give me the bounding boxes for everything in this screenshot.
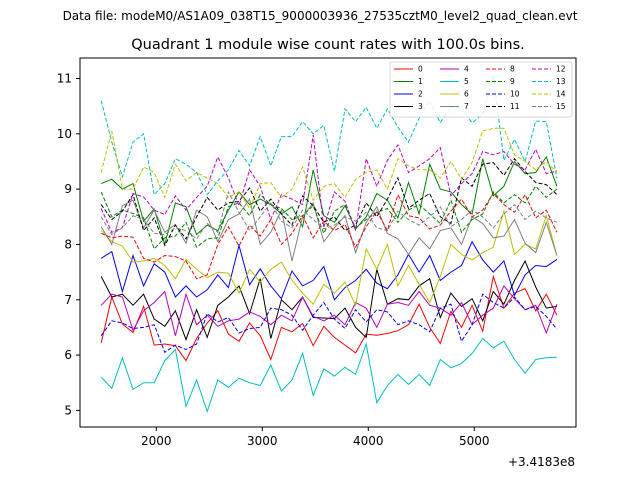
series-line-7 (100, 197, 558, 262)
series-line-4 (100, 284, 558, 336)
series-line-5 (100, 337, 557, 414)
figure-suptitle: Data file: modeM0/AS1A09_038T15_90000039… (63, 9, 578, 23)
legend-label-5: 5 (464, 77, 469, 86)
legend-label-9: 9 (510, 77, 515, 86)
series-line-10 (100, 293, 558, 354)
legend-label-6: 6 (464, 90, 469, 99)
series-line-15 (100, 190, 558, 240)
legend-label-11: 11 (510, 102, 520, 111)
chart-title: Quadrant 1 module wise count rates with … (131, 37, 525, 53)
series-line-9 (100, 185, 558, 250)
y-tick-label: 6 (64, 348, 72, 362)
series-line-0 (100, 274, 558, 362)
y-tick-label: 5 (64, 403, 72, 417)
x-offset-label: +3.4183e8 (508, 455, 575, 469)
legend-label-15: 15 (556, 102, 566, 111)
x-tick-label: 2000 (141, 434, 172, 448)
legend-label-10: 10 (510, 90, 520, 99)
series-line-2 (100, 240, 558, 301)
series-line-13 (100, 75, 558, 196)
series-layer (100, 75, 558, 414)
legend-label-0: 0 (418, 65, 423, 74)
legend-box (389, 61, 573, 118)
legend-label-7: 7 (464, 102, 469, 111)
legend-label-4: 4 (464, 65, 469, 74)
x-tick-label: 5000 (459, 434, 490, 448)
legend-label-1: 1 (418, 77, 423, 86)
legend-label-3: 3 (418, 102, 423, 111)
y-tick-label: 10 (57, 127, 72, 141)
y-tick-label: 11 (57, 71, 72, 85)
series-line-1 (101, 155, 558, 247)
series-line-14 (100, 127, 558, 210)
axis-layer: 2000 3000 4000 5000 5 6 7 8 9 10 11 (57, 71, 490, 448)
series-line-8 (101, 192, 558, 280)
y-tick-label: 8 (64, 237, 72, 251)
x-tick-label: 4000 (353, 434, 384, 448)
plot-frame (79, 57, 577, 428)
legend-label-13: 13 (556, 77, 566, 86)
legend-label-2: 2 (418, 90, 423, 99)
series-line-6 (100, 209, 558, 307)
legend-label-12: 12 (556, 65, 566, 74)
legend-label-8: 8 (510, 65, 515, 74)
y-tick-label: 7 (64, 293, 72, 307)
legend-label-14: 14 (556, 90, 566, 99)
x-tick-label: 3000 (247, 434, 278, 448)
y-tick-label: 9 (64, 182, 72, 196)
